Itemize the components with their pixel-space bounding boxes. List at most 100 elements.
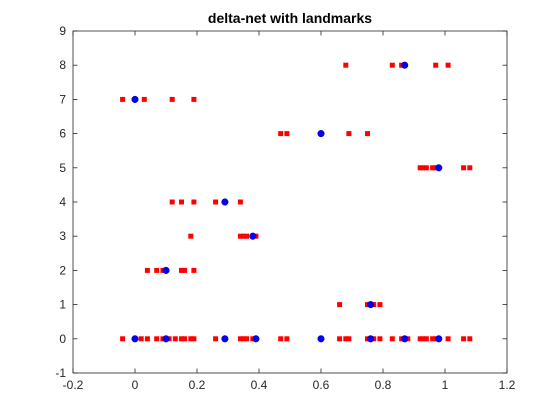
data-point-square [467,165,473,171]
data-point-square [377,336,383,342]
y-tick-label: 7 [59,92,66,106]
plot-area [73,31,507,373]
y-tick-label: 1 [59,298,66,312]
landmark-point [131,335,139,343]
y-tick-label: 4 [59,195,66,209]
data-point-square [144,267,150,273]
data-point-square [237,233,243,239]
data-point-square [172,336,178,342]
data-point-square [445,336,451,342]
data-point-square [179,199,184,205]
data-point-square [120,336,126,342]
landmark-point [131,95,139,103]
x-tick-label: -0.2 [63,378,84,392]
x-tick-label: 0 [132,378,139,392]
data-point-square [420,165,426,171]
data-point-square [144,336,150,342]
data-point-square [337,336,343,342]
data-point-square [141,96,147,102]
data-point-square [278,336,284,342]
data-point-square [237,336,243,342]
data-point-square [389,336,395,342]
data-point-square [191,199,197,205]
landmark-point [221,198,229,206]
data-point-square [237,199,243,205]
data-point-square [213,199,219,205]
data-point-square [389,62,395,68]
data-point-square [417,336,423,342]
data-point-square [430,336,436,342]
data-point-square [337,302,343,308]
data-point-square [365,131,370,137]
data-point-square [169,96,175,102]
data-point-square [430,165,436,171]
data-point-square [343,336,349,342]
data-point-square [377,302,383,308]
landmark-point [317,130,325,138]
data-point-square [138,336,144,342]
data-point-square [154,267,160,273]
x-tick-label: 1.2 [499,378,516,392]
x-tick-label: 0.2 [189,378,206,392]
data-point-square [346,131,352,137]
data-point-square [188,336,194,342]
data-point-square [213,336,219,342]
x-tick-label: 0.6 [313,378,330,392]
data-point-square [284,131,290,137]
data-point-square [169,199,175,205]
y-tick-label: 9 [59,24,66,38]
landmark-point [249,232,257,240]
data-point-square [417,165,423,171]
y-tick-label: 0 [59,332,66,346]
landmark-point [435,164,443,172]
landmark-point [162,266,170,274]
data-point-square [241,233,246,239]
data-point-square [343,62,349,68]
data-point-square [244,233,250,239]
landmark-point [435,335,443,343]
data-point-square [461,165,467,171]
data-point-square [423,336,429,342]
data-point-square [188,233,194,239]
landmark-point [367,335,375,343]
data-point-square [278,131,284,137]
y-tick-label: 8 [59,58,66,72]
data-point-square [154,336,160,342]
data-marks [120,61,473,343]
data-point-square [179,336,184,342]
landmark-point [162,335,170,343]
landmark-point [367,301,375,309]
landmark-point [401,335,409,343]
data-point-square [182,336,188,342]
data-point-square [433,62,439,68]
y-tick-label: 2 [59,263,66,277]
data-point-square [191,336,197,342]
data-point-square [461,336,467,342]
x-tick-label: 0.4 [251,378,268,392]
data-point-square [120,96,126,102]
data-point-square [191,267,197,273]
landmark-point [221,335,229,343]
data-point-square [467,336,473,342]
x-tick-label: 1 [442,378,449,392]
data-point-square [244,336,250,342]
landmark-point [317,335,325,343]
data-point-square [445,62,451,68]
data-point-square [346,336,352,342]
data-point-square [191,96,197,102]
landmark-point [252,335,260,343]
landmark-point [401,61,409,69]
y-tick-label: 6 [59,127,66,141]
chart-title: delta-net with landmarks [208,10,372,26]
data-point-square [423,165,429,171]
data-point-square [182,267,188,273]
y-tick-label: 3 [59,229,66,243]
data-point-square [241,336,246,342]
x-tick-label: 0.8 [375,378,392,392]
y-tick-label: 5 [59,161,66,175]
axis-ticks: -0.2 0 0.2 0.4 0.6 0.8 1 1.2 -1 0 1 2 3 4 5 6 7 8 9 [55,24,515,392]
y-tick-label: -1 [55,366,66,380]
data-point-square [284,336,290,342]
